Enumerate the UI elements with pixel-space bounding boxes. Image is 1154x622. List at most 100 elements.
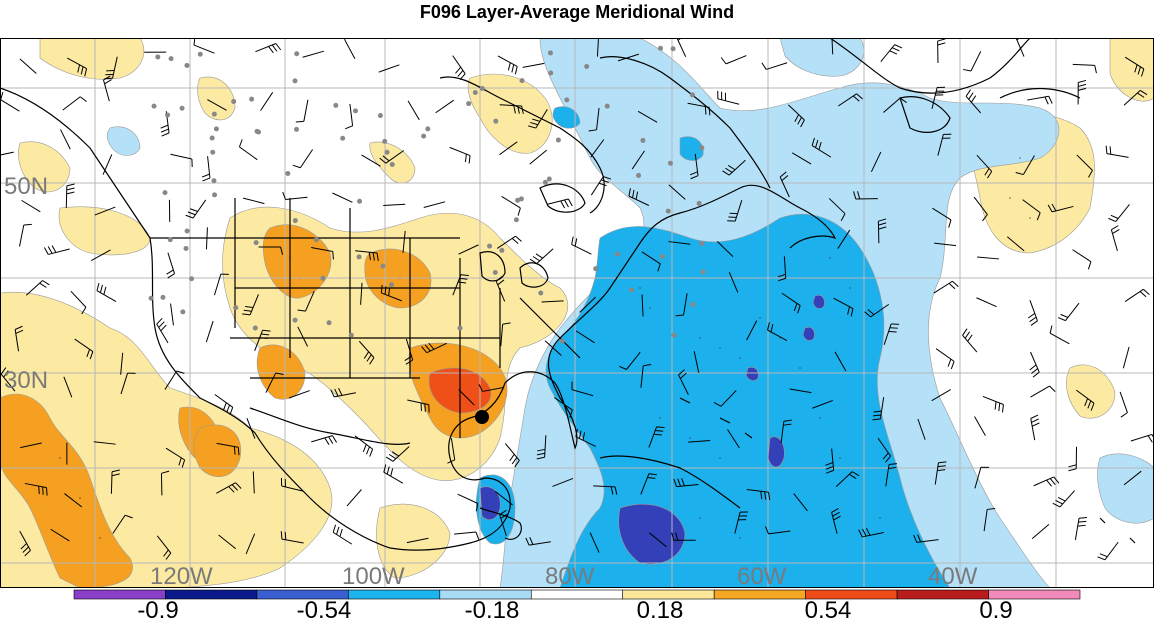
wind-barb-flag	[81, 306, 87, 315]
wind-barb-flag	[89, 351, 94, 360]
wind-barb-flag	[334, 388, 339, 397]
wind-barb-flag	[967, 334, 973, 342]
wind-barb-flag	[202, 177, 211, 182]
wind-barb-flag	[45, 487, 48, 496]
station-dot	[564, 97, 570, 103]
wind-barb-flag	[793, 303, 798, 312]
wind-barb	[435, 99, 455, 114]
station-dot	[382, 138, 388, 144]
wind-barb-flag	[80, 66, 84, 75]
wind-barb	[242, 197, 265, 205]
wind-barb	[305, 290, 315, 312]
wind-barb-flag	[243, 309, 252, 312]
station-dot	[548, 70, 554, 76]
wind-barb-flag	[825, 462, 834, 466]
wind-barb-flag	[618, 365, 627, 370]
wind-barb-flag	[507, 62, 511, 71]
station-dot	[667, 160, 673, 166]
wind-barb-flag	[598, 182, 607, 187]
wind-barb-flag	[632, 189, 635, 198]
wind-barb-flag	[760, 491, 763, 500]
wind-barb-flag	[937, 42, 946, 46]
wind-barb-flag	[882, 452, 889, 460]
lon-label-40w: 40W	[928, 563, 978, 588]
wind-barb-flag	[987, 507, 996, 510]
wind-barb-flag	[20, 543, 27, 550]
wind-barb	[720, 390, 737, 407]
wind-barb-flag	[899, 97, 907, 103]
wind-barb-flag	[950, 361, 955, 370]
wind-barb-flag	[235, 482, 242, 489]
station-dot	[252, 325, 258, 331]
wind-barb	[791, 152, 812, 165]
station-dots	[148, 45, 706, 344]
wind-barb-flag	[728, 165, 736, 171]
wind-barb-flag	[564, 199, 569, 208]
wind-map: 50N 30N 120W 100W 80W 60W 40W	[0, 38, 1154, 588]
wind-barb-flag	[891, 47, 900, 52]
station-dot	[636, 172, 642, 178]
wind-barb	[383, 203, 406, 206]
wind-barb-flag	[856, 93, 863, 100]
wind-barb	[260, 92, 274, 111]
colorbar-tick-labels: -0.9 -0.54 -0.18 0.18 0.54 0.9	[137, 597, 1012, 622]
wind-barb	[349, 103, 354, 126]
wind-barb-flag	[888, 467, 897, 469]
wind-barb-flag	[1049, 478, 1056, 486]
colorbar-tick-label: -0.9	[137, 597, 178, 622]
wind-barb	[1072, 63, 1095, 66]
wind-barb-flag	[948, 283, 956, 290]
wind-barb-flag	[66, 187, 75, 191]
wind-barb-flag	[815, 139, 819, 148]
wind-barb-flag	[850, 308, 854, 317]
wind-barb-flag	[332, 524, 337, 533]
wind-barb-flag	[51, 245, 57, 253]
wind-barb-flag	[1078, 83, 1087, 87]
wind-barb-flag	[96, 282, 100, 291]
station-dot	[184, 62, 190, 68]
wind-barb-flag	[284, 531, 287, 540]
wind-barb-flag	[1049, 385, 1056, 393]
station-dot	[472, 89, 478, 95]
wind-barb-flag	[948, 219, 952, 228]
station-dot	[699, 145, 705, 151]
wind-barb-flag	[968, 92, 974, 100]
wind-barb-flag	[280, 531, 283, 540]
wind-barb-flag	[517, 207, 521, 216]
station-dot	[696, 200, 702, 206]
wind-barb	[457, 493, 478, 504]
station-dot	[493, 118, 499, 124]
wind-barb	[112, 514, 126, 534]
station-dot	[189, 276, 195, 282]
wind-barb-flag	[1112, 229, 1120, 234]
colorbar-swatch	[165, 589, 258, 600]
station-dot	[699, 240, 705, 246]
wind-barb-flag	[66, 183, 75, 187]
wind-barb-flag	[497, 279, 505, 286]
wind-barb-flag	[1140, 68, 1145, 77]
wind-barb-flag	[777, 273, 786, 278]
station-dot	[211, 178, 217, 184]
stipple-pattern	[59, 157, 1031, 539]
wind-barb	[728, 271, 739, 293]
wind-barb-flag	[1120, 412, 1128, 418]
wind-barb-flag	[475, 503, 479, 512]
wind-barb-flag	[104, 79, 112, 85]
wind-barb-flag	[826, 469, 834, 474]
wind-barb	[303, 99, 309, 122]
wind-barb-flag	[386, 466, 390, 475]
station-dot	[352, 108, 358, 114]
wind-barb-flag	[1087, 261, 1092, 270]
wind-barb-flag	[187, 211, 196, 216]
wind-barb-flag	[797, 117, 802, 125]
station-dot	[513, 217, 519, 223]
wind-barb-flag	[1015, 171, 1024, 176]
wind-barb-flag	[853, 191, 857, 200]
wind-barb	[450, 438, 456, 461]
wind-barb-flag	[223, 402, 227, 411]
wind-barb-flag	[567, 198, 573, 207]
wind-barb-flag	[648, 473, 657, 476]
wind-barb-flag	[560, 200, 566, 209]
wind-barb	[218, 534, 237, 550]
wind-barb-flag	[1111, 225, 1119, 231]
